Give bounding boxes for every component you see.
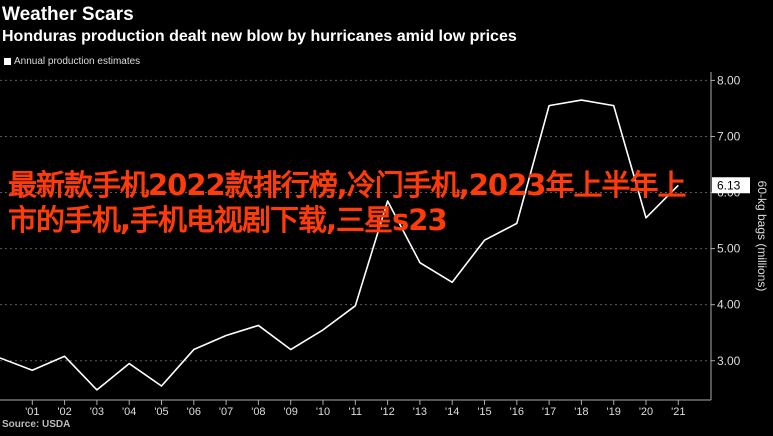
x-tick-label: '07 <box>219 406 233 418</box>
source-note: Source: USDA <box>2 419 71 430</box>
y-tick-label: 4.00 <box>717 298 741 312</box>
x-tick-label: '19 <box>607 406 621 418</box>
x-tick-label: '08 <box>251 406 265 418</box>
y-tick-label: 7.00 <box>717 129 741 143</box>
x-tick-label: '12 <box>380 406 394 418</box>
legend-swatch <box>4 58 11 65</box>
x-tick-label: '14 <box>445 406 459 418</box>
x-tick-label: '06 <box>187 406 201 418</box>
y-axis-label: 60-kg bags (millions) <box>755 181 769 292</box>
x-tick-label: '11 <box>349 406 363 418</box>
x-tick-label: '03 <box>90 406 104 418</box>
x-tick-label: '17 <box>542 406 556 418</box>
x-tick-label: '15 <box>477 406 491 418</box>
x-tick-label: '09 <box>284 406 298 418</box>
x-tick-label: '20 <box>639 406 653 418</box>
x-tick-label: '13 <box>413 406 427 418</box>
overlay-text: 最新款手机2022款排行榜,冷门手机,2023年上半年上市的手机,手机电视剧下载… <box>8 168 686 238</box>
y-tick-label: 3.00 <box>717 354 741 368</box>
x-tick-label: '18 <box>574 406 588 418</box>
chart-subtitle: Honduras production dealt new blow by hu… <box>2 28 517 45</box>
legend-label: Annual production estimates <box>14 56 141 67</box>
legend: Annual production estimates <box>4 56 140 67</box>
last-value-label: 6.13 <box>717 178 741 192</box>
x-tick-label: '21 <box>671 406 685 418</box>
x-tick-label: '10 <box>316 406 330 418</box>
series-line <box>0 99 679 391</box>
x-tick-label: '04 <box>122 406 136 418</box>
x-tick-label: '05 <box>154 406 168 418</box>
x-tick-label: '01 <box>25 406 39 418</box>
chart-title: Weather Scars <box>2 4 134 25</box>
x-tick-label: '02 <box>57 406 71 418</box>
y-tick-label: 5.00 <box>717 242 741 256</box>
last-value-box <box>712 177 750 194</box>
y-tick-label: 8.00 <box>717 73 741 87</box>
x-tick-label: '16 <box>510 406 524 418</box>
